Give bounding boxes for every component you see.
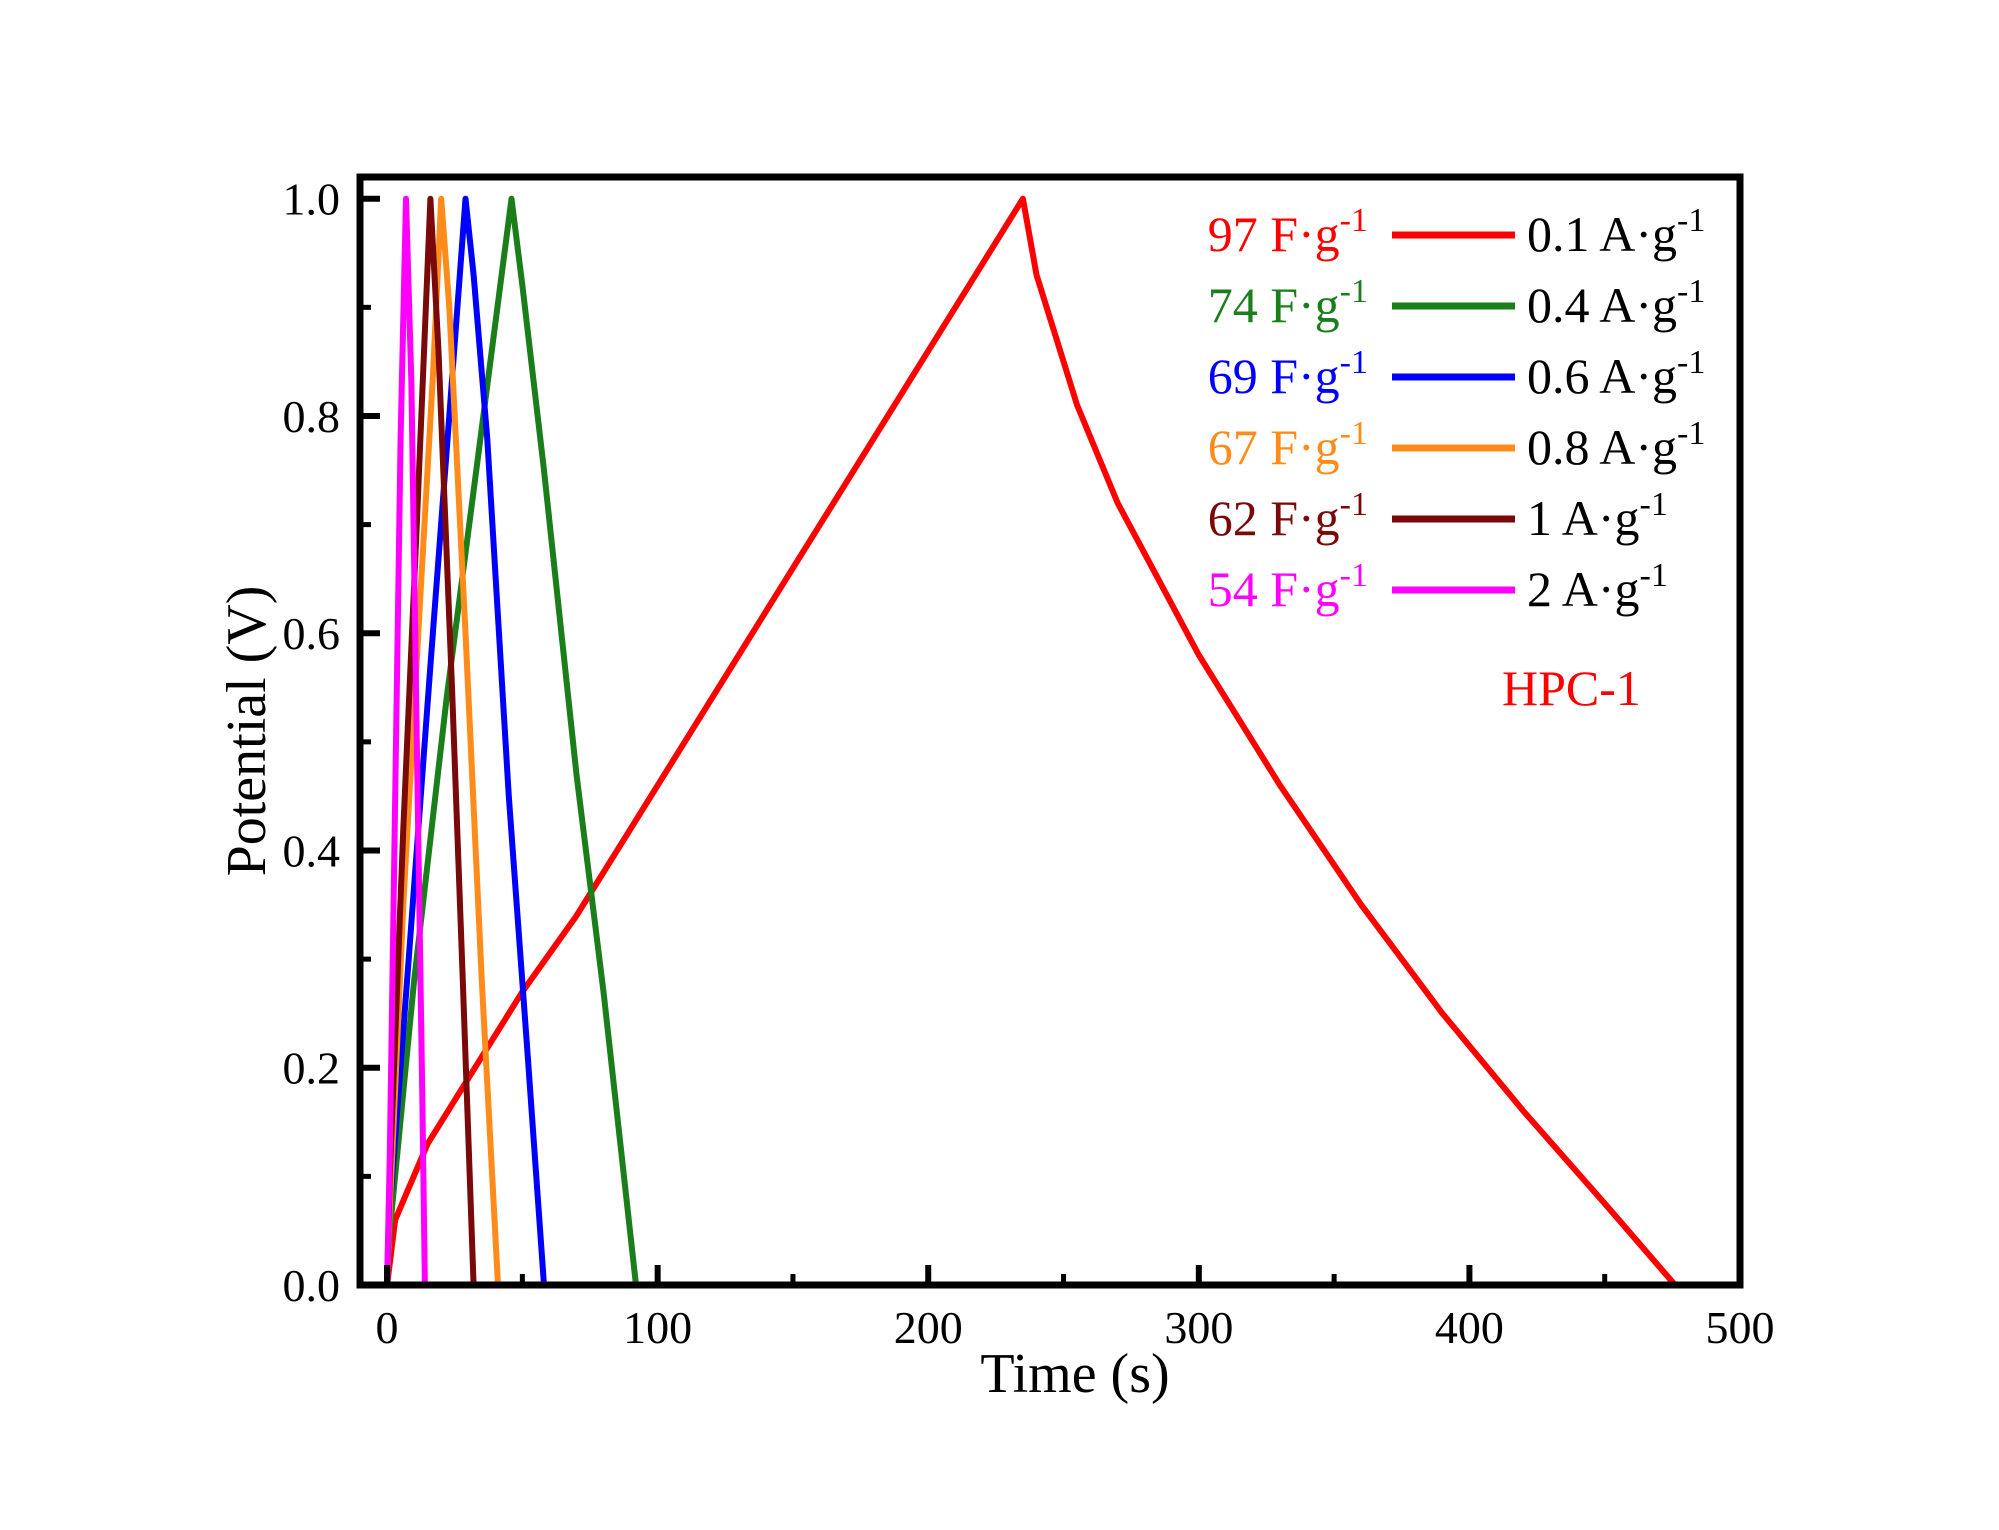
series-layer	[384, 195, 1679, 1288]
legend-entry: 97 F·g-1 0.1 A·g-1	[1208, 202, 1706, 262]
legend-label-exponent: -1	[1677, 415, 1705, 452]
legend-capacitance: 74 F·g-1	[1208, 273, 1368, 333]
y-axis-title: Potential (V)	[216, 586, 278, 877]
legend-label: 0.6 A·g-1	[1527, 344, 1705, 404]
legend-label: 0.8 A·g-1	[1527, 415, 1705, 475]
legend-label: 2 A·g-1	[1527, 557, 1668, 617]
sample-annotation: HPC-1	[1502, 660, 1641, 716]
legend: 97 F·g-1 0.1 A·g-174 F·g-1 0.4 A·g-169 F·g…	[1208, 202, 1706, 617]
y-tick-label: 0.4	[283, 825, 341, 876]
series-line-5	[384, 195, 428, 1288]
legend-capacitance: 69 F·g-1	[1208, 344, 1368, 404]
legend-label: 0.4 A·g-1	[1527, 273, 1705, 333]
ticks-layer: 0 100 200 300 400 500 0.0 0.2 0.4 0.6 0.8 1.0	[283, 174, 1775, 1353]
x-tick-label: 0	[376, 1302, 399, 1353]
legend-capacitance-value: 97 F·g	[1208, 206, 1340, 262]
series-line-2	[384, 195, 547, 1288]
legend-entry: 54 F·g-1 2 A·g-1	[1208, 557, 1668, 617]
x-tick-label: 500	[1706, 1302, 1775, 1353]
legend-label-exponent: -1	[1677, 344, 1705, 381]
legend-capacitance-value: 74 F·g	[1208, 277, 1340, 333]
legend-label-value: 2 A·g	[1527, 561, 1640, 617]
legend-entry: 74 F·g-1 0.4 A·g-1	[1208, 273, 1706, 333]
y-tick-label: 0.8	[283, 391, 341, 442]
legend-capacitance: 54 F·g-1	[1208, 557, 1368, 617]
legend-capacitance-exponent: -1	[1340, 273, 1368, 310]
legend-capacitance: 67 F·g-1	[1208, 415, 1368, 475]
y-tick-label: 1.0	[283, 174, 341, 225]
plot-frame	[356, 173, 1744, 1289]
legend-label-value: 0.6 A·g	[1527, 348, 1677, 404]
series-line-1	[384, 195, 639, 1288]
legend-label-exponent: -1	[1677, 273, 1705, 310]
legend-capacitance-exponent: -1	[1340, 344, 1368, 381]
legend-capacitance-value: 67 F·g	[1208, 419, 1340, 475]
x-tick-label: 300	[1164, 1302, 1233, 1353]
legend-label-exponent: -1	[1640, 557, 1668, 594]
legend-capacitance-exponent: -1	[1340, 202, 1368, 239]
legend-capacitance-value: 54 F·g	[1208, 561, 1340, 617]
y-tick-label: 0.2	[283, 1043, 341, 1094]
legend-label-value: 1 A·g	[1527, 490, 1640, 546]
legend-capacitance-value: 69 F·g	[1208, 348, 1340, 404]
legend-label-value: 0.4 A·g	[1527, 277, 1677, 333]
legend-label: 1 A·g-1	[1527, 486, 1668, 546]
legend-capacitance-exponent: -1	[1340, 557, 1368, 594]
x-axis-title: Time (s)	[980, 1343, 1169, 1405]
legend-label-exponent: -1	[1677, 202, 1705, 239]
y-tick-label: 0.6	[283, 608, 341, 659]
legend-label-value: 0.8 A·g	[1527, 419, 1677, 475]
legend-entry: 62 F·g-1 1 A·g-1	[1208, 486, 1668, 546]
x-tick-label: 200	[894, 1302, 963, 1353]
legend-capacitance: 62 F·g-1	[1208, 486, 1368, 546]
legend-label: 0.1 A·g-1	[1527, 202, 1705, 262]
legend-label-exponent: -1	[1640, 486, 1668, 523]
series-line-4	[384, 195, 477, 1288]
legend-capacitance-exponent: -1	[1340, 415, 1368, 452]
legend-capacitance: 97 F·g-1	[1208, 202, 1368, 262]
x-tick-label: 400	[1435, 1302, 1504, 1353]
legend-entry: 69 F·g-1 0.6 A·g-1	[1208, 344, 1706, 404]
legend-entry: 67 F·g-1 0.8 A·g-1	[1208, 415, 1706, 475]
legend-capacitance-value: 62 F·g	[1208, 490, 1340, 546]
y-tick-label: 0.0	[283, 1260, 341, 1311]
legend-label-value: 0.1 A·g	[1527, 206, 1677, 262]
legend-capacitance-exponent: -1	[1340, 486, 1368, 523]
x-tick-label: 100	[623, 1302, 692, 1353]
